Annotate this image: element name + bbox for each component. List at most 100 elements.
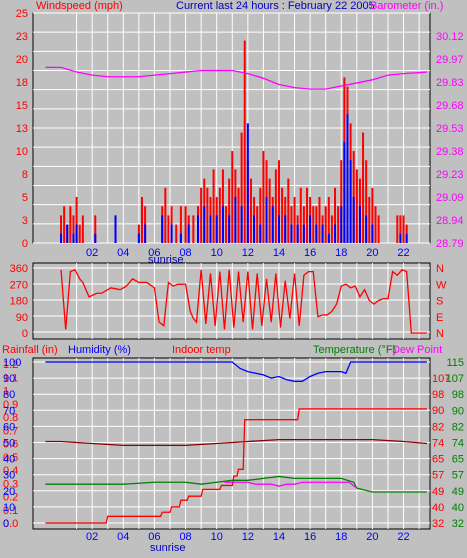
- wind-bar: [75, 224, 78, 243]
- wind-bar: [60, 215, 63, 243]
- temperature-tick-label: 65: [432, 454, 444, 466]
- wind-bar: [306, 187, 309, 243]
- x-tick-label: 08: [179, 247, 191, 259]
- dew-point-label: Dew Point: [392, 344, 442, 356]
- humidity-tick-label: 40: [3, 454, 15, 466]
- wind-bar: [352, 197, 355, 243]
- direction-y-labels: 360 270 180 90 0: [10, 263, 28, 340]
- wind-bar: [277, 160, 280, 243]
- wind-bar: [290, 224, 293, 243]
- barometer-tick-label: 28.94: [436, 215, 464, 227]
- wind-bar: [164, 187, 167, 243]
- wind-bar: [66, 224, 69, 243]
- windspeed-label: Windspeed (mph): [36, 0, 123, 12]
- barometer-tick-label: 29.83: [436, 77, 464, 89]
- rain-tick-label: 0.5: [3, 452, 18, 464]
- windspeed-tick-label: 5: [22, 192, 28, 204]
- x-tick-label: 04: [117, 531, 129, 543]
- x-tick-label: 08: [179, 531, 191, 543]
- rain-tick-label: 0.3: [3, 478, 18, 490]
- wind-bar: [271, 206, 274, 243]
- wind-bar: [167, 215, 170, 243]
- barometer-series: [45, 66, 427, 90]
- wind-bar: [315, 224, 318, 243]
- wind-bar: [231, 151, 234, 243]
- wind-barometer-panel: 25 23 20 18 15 13 10 8 5 3 0 30.12 29.97 29.83 29.68 2…: [16, 0, 464, 266]
- compass-label: E: [436, 312, 443, 324]
- windspeed-tick-label: 18: [16, 77, 28, 89]
- wind-bar: [340, 160, 343, 243]
- wind-bar: [75, 197, 78, 243]
- windspeed-tick-label: 0: [22, 238, 28, 250]
- humidity-tick-label: 20: [3, 486, 15, 498]
- temperature-tick-label-green: 115: [446, 357, 464, 369]
- wind-bar: [140, 197, 143, 243]
- wind-bar: [114, 215, 117, 243]
- wind-bar: [78, 224, 81, 243]
- wind-bar: [262, 151, 265, 243]
- wind-bar: [228, 178, 231, 243]
- wind-bar: [237, 187, 240, 243]
- wind-bar: [175, 224, 178, 243]
- x-tick-label: 10: [211, 247, 223, 259]
- temperature-tick-label: 98: [432, 389, 444, 401]
- x-tick-label: 12: [242, 247, 254, 259]
- wind-bar: [405, 233, 408, 243]
- windspeed-tick-label: 10: [16, 146, 28, 158]
- windspeed-tick-label: 23: [16, 31, 28, 43]
- wind-bar: [399, 233, 402, 243]
- temperature-y-labels-green: 115 107 98 90 82 74 65 57 49 40 32: [446, 357, 464, 530]
- wind-bar: [337, 206, 340, 243]
- wind-bar: [274, 169, 277, 243]
- temp-x-labels: 02 04 06 08 10 12 14 16 18 20 22: [86, 531, 410, 543]
- barometer-tick-label: 29.97: [436, 54, 464, 66]
- wind-bar: [206, 187, 209, 243]
- barometer-tick-label: 29.68: [436, 100, 464, 112]
- chart-title: Current last 24 hours : February 22 2005: [176, 0, 375, 12]
- wind-bar: [94, 215, 97, 243]
- x-tick-label: 06: [148, 531, 160, 543]
- x-tick-label: 14: [273, 247, 285, 259]
- x-tick-label: 12: [242, 531, 254, 543]
- windspeed-tick-label: 20: [16, 54, 28, 66]
- wind-bar: [240, 132, 243, 243]
- wind-bar: [302, 224, 305, 243]
- x-tick-label: 16: [304, 531, 316, 543]
- direction-tick-label: 180: [10, 296, 28, 308]
- wind-bar: [309, 215, 312, 243]
- temperature-tick-label-green: 107: [446, 373, 464, 385]
- humidity-label: Humidity (%): [68, 344, 131, 356]
- wind-x-labels: 02 04 06 08 10 12 14 16 18 20 22: [86, 247, 410, 259]
- wind-bar: [225, 206, 228, 243]
- temperature-tick-label: 74: [432, 437, 444, 449]
- wind-bar: [256, 206, 259, 243]
- rain-tick-label: 0.1: [3, 505, 18, 517]
- wind-bar: [396, 215, 399, 243]
- barometer-tick-label: 29.53: [436, 123, 464, 135]
- rain-tick-label: 1.2: [3, 359, 18, 371]
- barometer-label: Barometer (in.): [370, 0, 443, 12]
- temperature-y-labels: 107 98 90 82 74 65 57 49 40 32: [432, 373, 450, 530]
- humidity-tick-label: 90: [3, 373, 15, 385]
- wind-bar: [72, 215, 75, 243]
- temperature-tick-label: 40: [432, 502, 444, 514]
- series-line: [45, 438, 427, 447]
- wind-bar: [192, 215, 195, 243]
- wind-bar: [299, 187, 302, 243]
- wind-bar: [365, 160, 368, 243]
- wind-bar: [144, 224, 147, 243]
- wind-bar: [221, 206, 224, 243]
- wind-y-labels: 25 23 20 18 15 13 10 8 5 3 0: [16, 8, 28, 250]
- indoor-temp-label: Indoor temp: [172, 344, 231, 356]
- wind-bar: [161, 215, 164, 243]
- wind-bar: [355, 169, 358, 243]
- wind-bar: [200, 187, 203, 243]
- wind-bar: [321, 224, 324, 243]
- humidity-tick-label: 10: [3, 502, 15, 514]
- rain-temp-panel: 1.21.1 10.90.80.7 0.60.50.40.3 0.20.10.0 10…: [2, 344, 464, 554]
- windspeed-tick-label: 3: [22, 215, 28, 227]
- wind-bar: [246, 123, 249, 243]
- wind-bar: [81, 215, 84, 243]
- wind-bar: [368, 197, 371, 243]
- temperature-tick-label: 49: [432, 486, 444, 498]
